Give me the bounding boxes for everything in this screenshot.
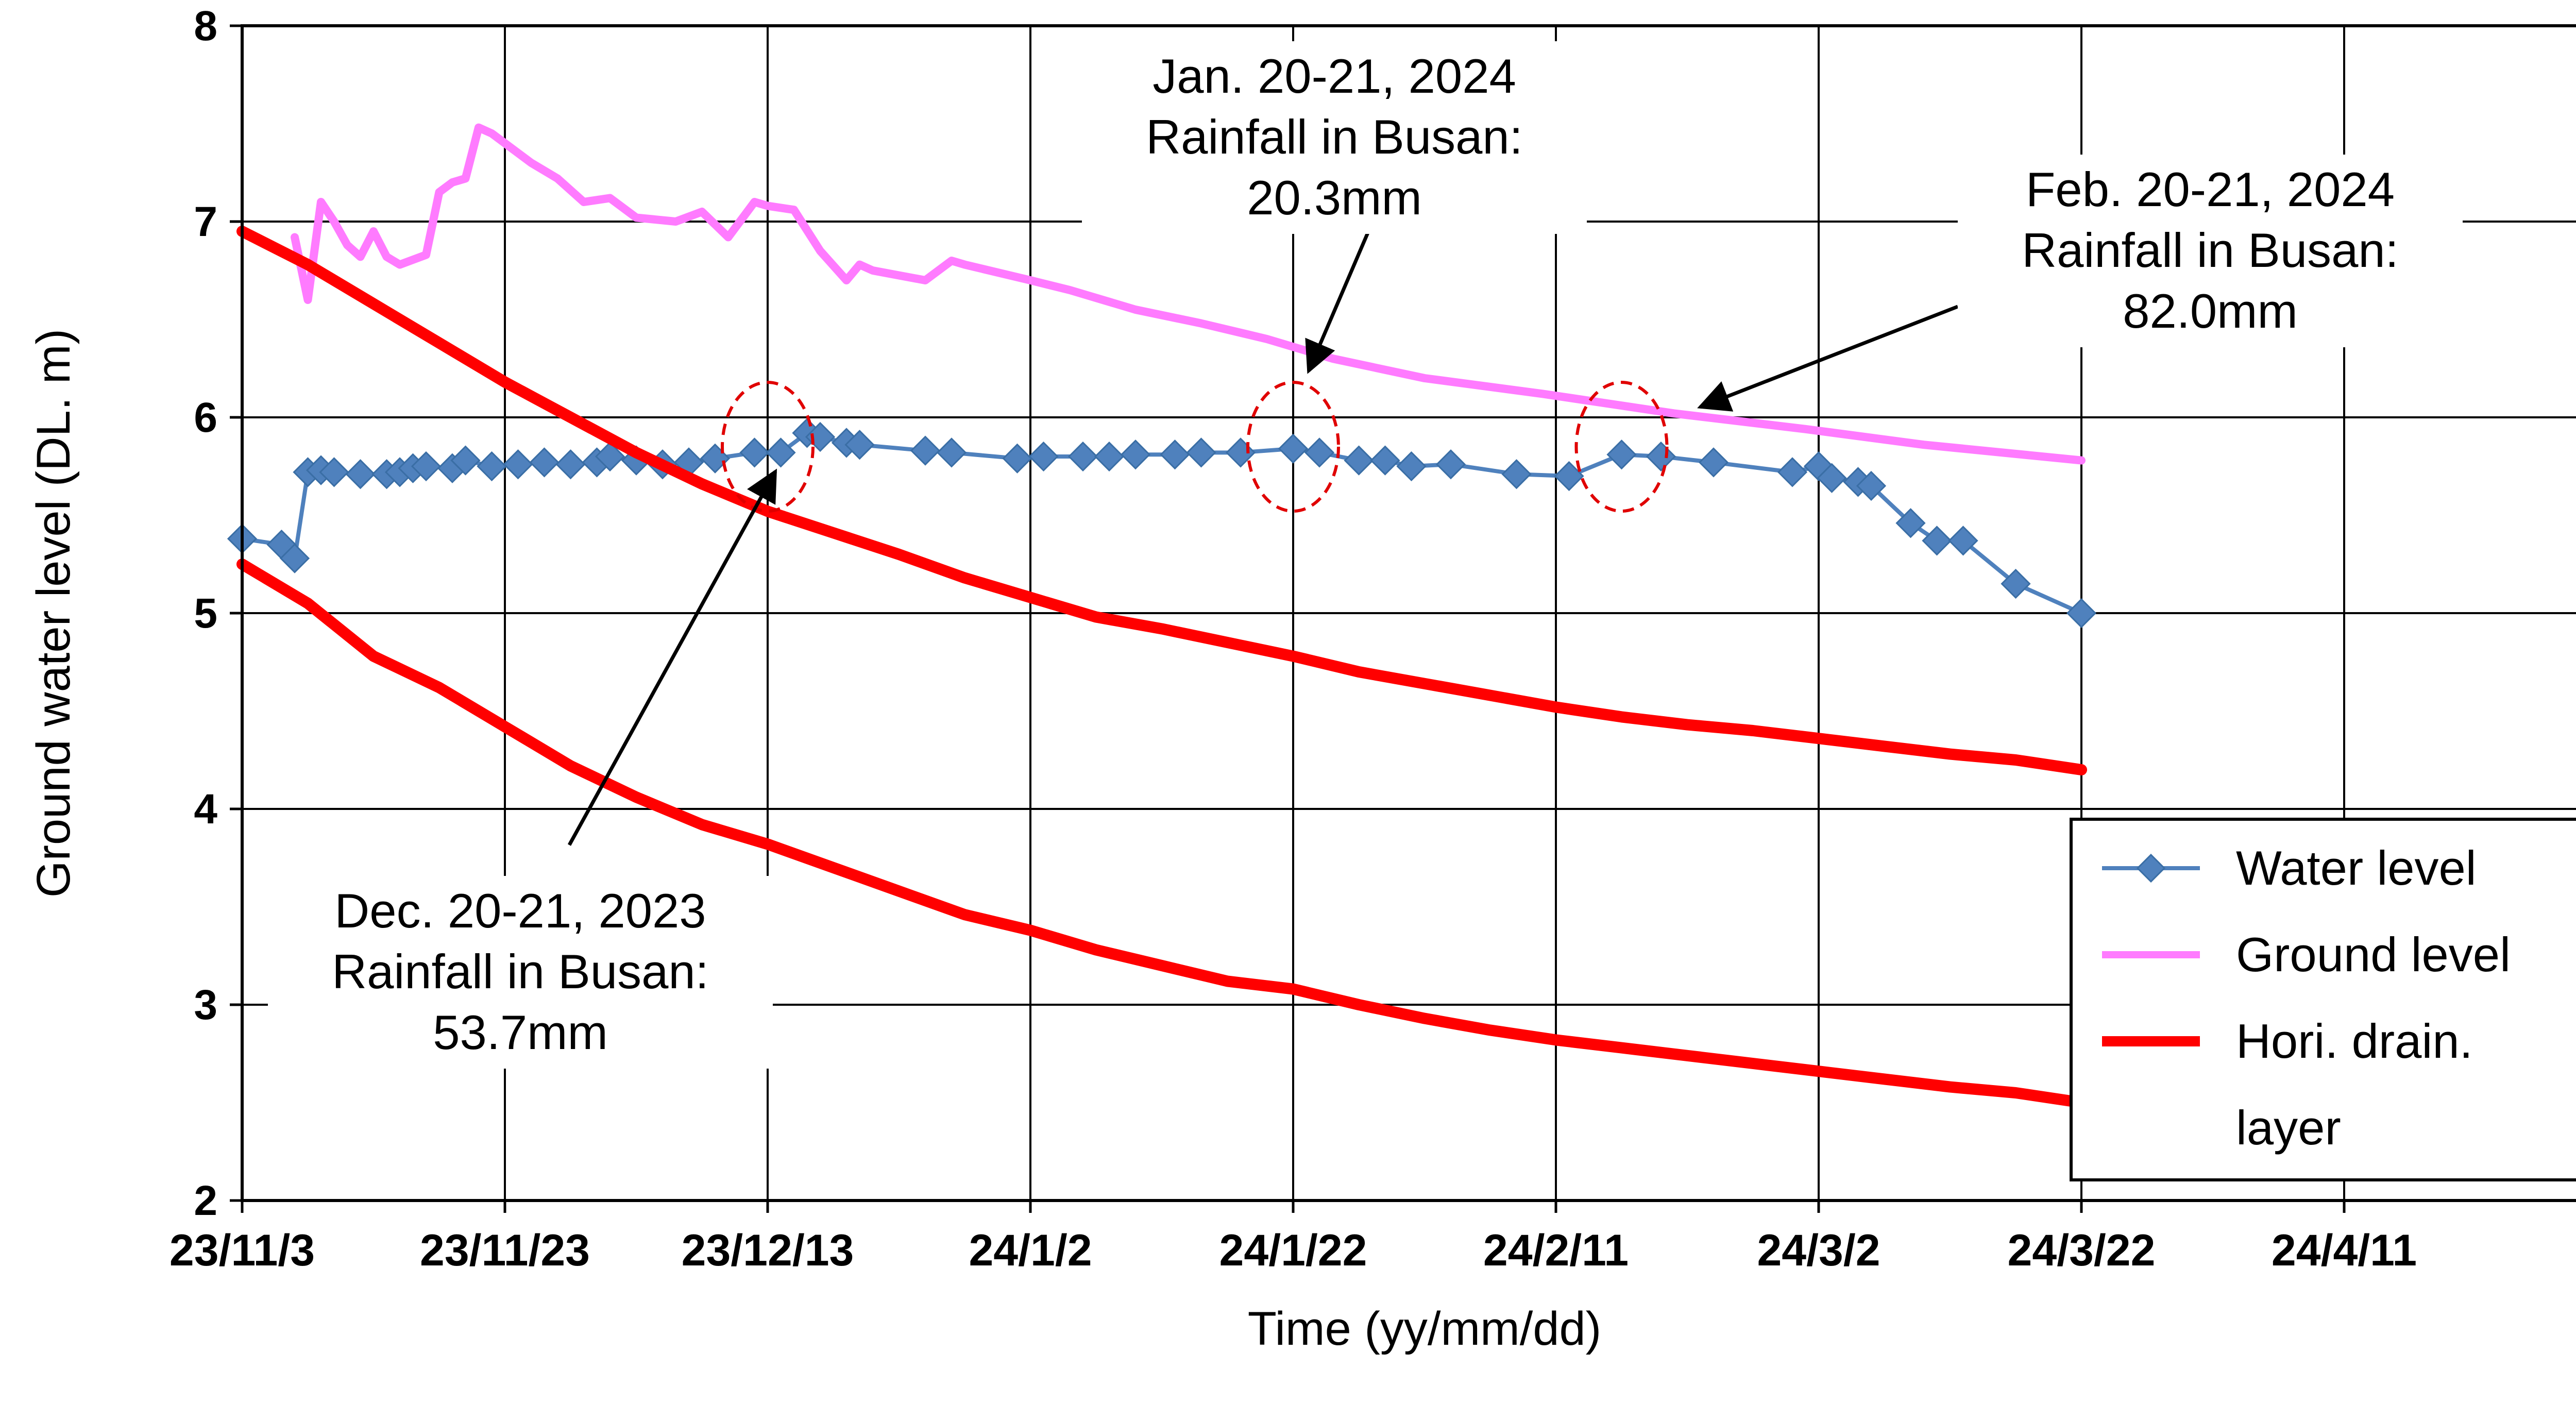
x-tick-label: 24/2/11 — [1483, 1226, 1629, 1275]
water-level-point — [411, 451, 442, 482]
water-level-point — [2001, 568, 2031, 599]
annotation-text: Rainfall in Busan: — [1146, 110, 1523, 164]
annotation-text: 82.0mm — [2123, 284, 2298, 338]
y-tick-label: 2 — [194, 1177, 217, 1224]
series-line-3 — [236, 559, 2087, 1108]
water-level-point — [1856, 470, 1887, 501]
water-level-point — [1817, 463, 1847, 493]
annotation-text: Feb. 20-21, 2024 — [2026, 162, 2395, 216]
legend-marker — [2136, 853, 2166, 883]
x-tick-label: 24/3/22 — [2008, 1226, 2156, 1275]
legend-label: Water level — [2236, 841, 2477, 895]
water-level-point — [936, 437, 967, 468]
x-tick-labels: 23/11/3 23/11/23 23/12/13 24/1/2 24/1/22 24/2… — [170, 1201, 2417, 1275]
legend-label: layer — [2236, 1101, 2341, 1155]
annotation-text: 53.7mm — [433, 1005, 608, 1059]
water-level-point — [739, 437, 770, 468]
water-level-point — [1002, 443, 1032, 474]
x-tick-label: 24/3/2 — [1757, 1226, 1880, 1275]
rain-event-circle — [721, 381, 815, 513]
y-tick-label: 5 — [194, 590, 217, 637]
water-level-point — [1501, 459, 1532, 489]
water-level-point — [477, 451, 507, 482]
y-tick-labels: 2 3 4 5 6 7 8 — [194, 3, 242, 1224]
x-tick-label: 24/1/2 — [969, 1226, 1092, 1275]
x-tick-label: 23/12/13 — [682, 1226, 854, 1275]
annotation-background — [1958, 155, 2463, 347]
water-level-point — [1698, 447, 1729, 478]
water-level-point — [844, 430, 875, 460]
water-level-point — [279, 543, 310, 573]
annotation-arrow — [1305, 226, 1372, 374]
rain-event-circle — [1246, 381, 1340, 513]
legend-label: Ground level — [2236, 927, 2511, 982]
water-level-point — [1094, 441, 1125, 472]
water-level-point — [1396, 451, 1427, 482]
annotation-text: 20.3mm — [1247, 171, 1422, 225]
water-level-point — [555, 449, 586, 480]
water-level-point — [1922, 526, 1952, 556]
water-level-point — [2066, 598, 2097, 629]
water-level-point — [1370, 445, 1400, 476]
water-level-point — [1160, 440, 1190, 470]
water-level-point — [1948, 526, 1978, 556]
x-tick-label: 24/4/11 — [2272, 1226, 2417, 1275]
water-level-point — [1120, 440, 1151, 470]
annotation-text: Jan. 20-21, 2024 — [1153, 49, 1516, 103]
water-level-point — [319, 457, 349, 487]
x-axis-title: Time (yy/mm/dd) — [1248, 1303, 1602, 1355]
annotation-text: Rainfall in Busan: — [2022, 223, 2399, 277]
water-level-point — [1304, 437, 1335, 468]
y-tick-label: 8 — [194, 3, 217, 49]
water-level-point — [1435, 449, 1466, 480]
water-level-point — [1028, 441, 1059, 472]
water-level-point — [766, 437, 796, 468]
water-level-point — [1278, 433, 1309, 464]
legend-label: Hori. drain. — [2236, 1014, 2473, 1068]
water-level-point — [450, 445, 481, 476]
series-line-1 — [291, 123, 2086, 465]
y-tick-label: 3 — [194, 982, 217, 1028]
annotation-arrow — [1697, 305, 1959, 412]
water-level-point — [503, 449, 533, 480]
rain-event-circle — [1574, 381, 1669, 513]
water-level-point — [1186, 437, 1216, 468]
water-level-point — [1067, 441, 1098, 472]
water-level-point — [345, 459, 376, 489]
annotation-text: Dec. 20-21, 2023 — [334, 884, 706, 938]
water-level-point — [595, 441, 625, 472]
water-level-point — [910, 435, 941, 466]
y-axis-title: Ground water level (DL. m) — [27, 329, 80, 898]
water-level-point — [1606, 440, 1637, 470]
x-tick-label: 23/11/23 — [420, 1226, 590, 1275]
x-tick-label: 23/11/3 — [170, 1226, 315, 1275]
water-level-point — [1777, 457, 1808, 487]
annotation-background — [268, 876, 773, 1069]
water-level-point — [1895, 508, 1926, 538]
annotation-arrow — [567, 468, 777, 846]
annotation-background — [1082, 41, 1587, 234]
y-tick-label: 6 — [194, 394, 217, 441]
water-level-point — [1344, 445, 1374, 476]
series-line-2 — [236, 226, 2087, 775]
legend-box — [2070, 818, 2576, 1181]
y-tick-label: 7 — [194, 198, 217, 245]
annotation-text: Rainfall in Busan: — [332, 944, 709, 999]
x-tick-label: 24/1/22 — [1219, 1226, 1367, 1275]
water-level-point — [529, 447, 560, 478]
annotations: Dec. 20-21, 2023 Rainfall in Busan: 53.7mm… — [268, 41, 2463, 1069]
legend: Water level Ground level Hori. drain. layer — [2070, 818, 2576, 1181]
y-tick-label: 4 — [194, 786, 217, 833]
